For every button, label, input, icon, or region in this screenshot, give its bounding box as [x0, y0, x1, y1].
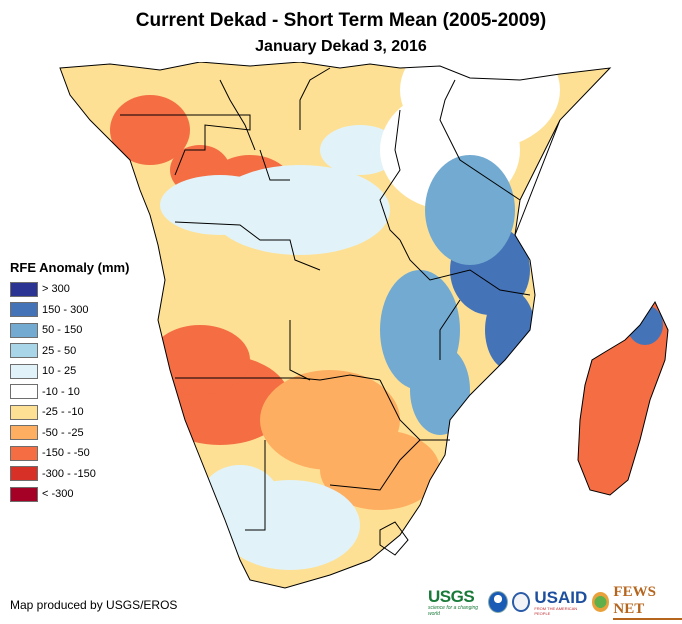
anomaly-patch-central-africa-north [160, 65, 400, 125]
legend-item: -150 - -50 [10, 443, 129, 464]
legend-item: -300 - -150 [10, 464, 129, 485]
legend-label: -300 - -150 [42, 467, 96, 480]
border-angola-drc [174, 221, 321, 271]
anomaly-patch-mozambique-malawi [425, 155, 515, 265]
legend-label: > 300 [42, 283, 70, 296]
fews-globe-icon [591, 592, 610, 612]
legend-label: < -300 [42, 488, 74, 501]
legend-swatch [10, 425, 38, 441]
border-car-sudan [299, 67, 331, 130]
anomaly-patch-drc-south [160, 175, 280, 235]
anomaly-patch-tanzania-coast [485, 290, 535, 370]
legend-swatch [10, 466, 38, 482]
legend-item: > 300 [10, 279, 129, 300]
border-somalia-kenya [514, 119, 561, 236]
border-tanzania-south [399, 239, 531, 296]
map-subtitle: January Dekad 3, 2016 [255, 38, 427, 55]
legend-label: 150 - 300 [42, 303, 89, 316]
border-cameroon [120, 114, 251, 176]
legend-swatch [10, 486, 38, 502]
country-borders [59, 62, 669, 589]
legend-swatch [10, 445, 38, 461]
anomaly-patch-angola-namibia [150, 325, 250, 395]
legend-title: RFE Anomaly (mm) [10, 260, 130, 275]
legend-label: -25 - -10 [42, 406, 84, 419]
border-drc-east [379, 109, 401, 241]
anomaly-patch-madagascar-north [627, 305, 663, 345]
anomaly-patch-drc-south [320, 125, 400, 175]
legend-label: -10 - 10 [42, 385, 80, 398]
legend-swatch [10, 363, 38, 379]
legend-swatch [10, 404, 38, 420]
border-congo [259, 149, 290, 181]
legend-swatch [10, 281, 38, 297]
border-car-west [219, 79, 256, 151]
logo-strip: USGS science for a changing world USAID … [428, 584, 682, 620]
anomaly-patch-gabon-congo [110, 95, 190, 165]
anomaly-patch-south-africa-west [200, 465, 280, 535]
border-zimbabwe [379, 379, 450, 441]
legend-label: -150 - -50 [42, 447, 90, 460]
fews-net-logo: FEWS NET [613, 584, 682, 620]
noaa-logo-icon [488, 591, 509, 613]
legend-swatch [10, 384, 38, 400]
legend-label: 50 - 150 [42, 324, 83, 337]
legend-item: -25 - -10 [10, 402, 129, 423]
legend-item: -10 - 10 [10, 382, 129, 403]
legend-swatch [10, 343, 38, 359]
legend-label: 25 - 50 [42, 344, 77, 357]
legend-label: -50 - -25 [42, 426, 84, 439]
madagascar-raster [578, 302, 668, 495]
legend-item: 50 - 150 [10, 320, 129, 341]
legend: RFE Anomaly (mm) > 300 150 - 300 50 - 150 2… [10, 260, 129, 505]
border-zambia-angola [289, 320, 311, 381]
legend-item: 10 - 25 [10, 361, 129, 382]
legend-item: -50 - -25 [10, 423, 129, 444]
anomaly-map [59, 62, 669, 589]
madagascar-coast [577, 300, 669, 496]
border-botswana-sa [329, 439, 421, 491]
legend-label: 10 - 25 [42, 365, 77, 378]
border-malawi [439, 299, 461, 360]
map-title: Current Dekad - Short Term Mean (2005-20… [135, 10, 547, 31]
usaid-seal-icon [512, 592, 531, 612]
border-lesotho [379, 521, 409, 556]
usgs-logo: USGS science for a changing world [428, 587, 479, 617]
border-namibia-botswana [245, 440, 266, 531]
legend-swatch [10, 322, 38, 338]
legend-swatch [10, 302, 38, 318]
credit-text: Map produced by USGS/EROS [10, 598, 178, 612]
legend-item: 150 - 300 [10, 300, 129, 321]
border-kenya [439, 79, 521, 201]
anomaly-patch-mozambique-malawi [410, 345, 470, 435]
legend-item: < -300 [10, 484, 129, 505]
legend-item: 25 - 50 [10, 341, 129, 362]
usaid-logo: USAID FROM THE AMERICAN PEOPLE [534, 588, 588, 616]
border-namibia-angola [175, 374, 381, 381]
